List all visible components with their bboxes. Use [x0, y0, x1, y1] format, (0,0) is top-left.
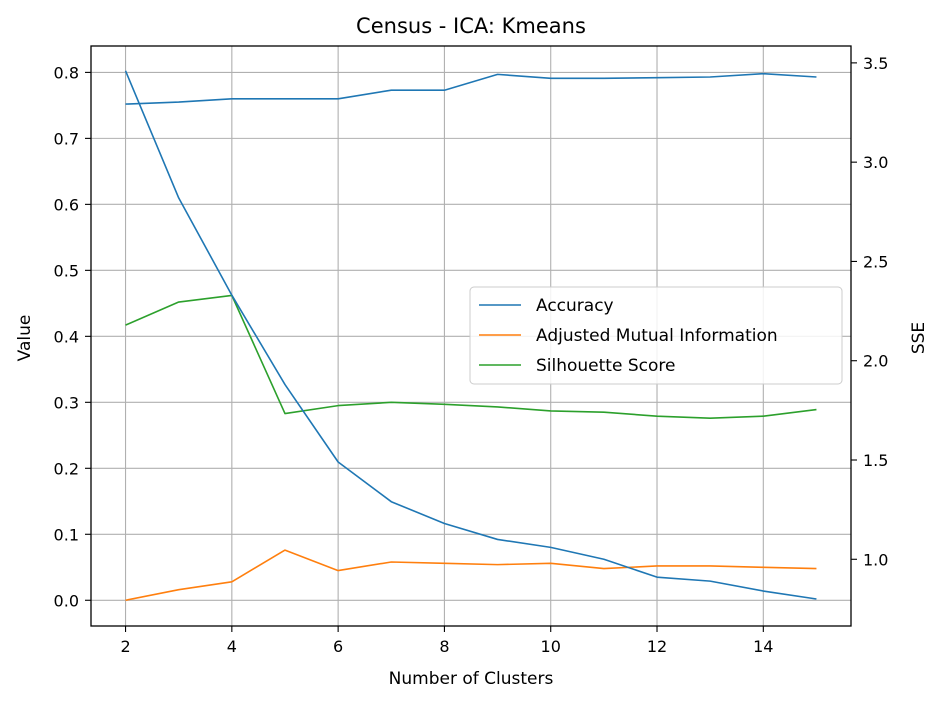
- legend: Accuracy Adjusted Mutual Information Silho…: [469, 286, 843, 385]
- x-tick-label: 12: [647, 637, 667, 656]
- y-tick-label: 0.3: [54, 393, 79, 412]
- x-tick-label: 6: [333, 637, 343, 656]
- y-axis: 0.0 0.1 0.2 0.3 0.4 0.5 0.6 0.7 0.8: [54, 63, 91, 610]
- x-tick-label: 10: [541, 637, 561, 656]
- x-tick-label: 4: [227, 637, 237, 656]
- series-lines: [124, 70, 817, 602]
- y-axis-label: Value: [15, 315, 35, 362]
- y2-tick-label: 1.5: [863, 451, 888, 470]
- legend-box: [469, 286, 843, 385]
- y-tick-label: 0.0: [54, 591, 79, 610]
- y-tick-label: 0.1: [54, 525, 79, 544]
- y2-tick-label: 2.5: [863, 252, 888, 271]
- x-axis-label: Number of Clusters: [389, 669, 554, 689]
- legend-entry-label: Accuracy: [536, 296, 614, 316]
- y2-axis: 1.0 1.5 2.0 2.5 3.0 3.5: [851, 54, 888, 569]
- y-tick-label: 0.7: [54, 129, 79, 148]
- series-line-sse: [124, 70, 817, 600]
- y2-axis-label: SSE: [909, 322, 929, 354]
- y-tick-label: 0.6: [54, 195, 79, 214]
- y2-tick-label: 3.0: [863, 153, 888, 172]
- x-tick-label: 8: [439, 637, 449, 656]
- series-line-accuracy: [125, 72, 817, 105]
- series-line-adjusted-mutual-information: [125, 549, 817, 602]
- legend-entry-label: Silhouette Score: [536, 356, 675, 376]
- y-tick-label: 0.8: [54, 63, 79, 82]
- x-axis: 2 4 6 8 10 12 14: [120, 626, 773, 656]
- y2-tick-label: 3.5: [863, 54, 888, 73]
- y-tick-label: 0.5: [54, 261, 79, 280]
- y2-tick-label: 2.0: [863, 352, 888, 371]
- y2-tick-label: 1.0: [863, 550, 888, 569]
- y-tick-label: 0.4: [54, 327, 79, 346]
- legend-entry-label: Adjusted Mutual Information: [536, 326, 778, 346]
- series-line-silhouette-score: [125, 294, 817, 419]
- x-tick-label: 14: [753, 637, 773, 656]
- chart-title: Census - ICA: Kmeans: [356, 14, 586, 38]
- y-tick-label: 0.2: [54, 459, 79, 478]
- x-tick-label: 2: [120, 637, 130, 656]
- grid: [91, 46, 851, 626]
